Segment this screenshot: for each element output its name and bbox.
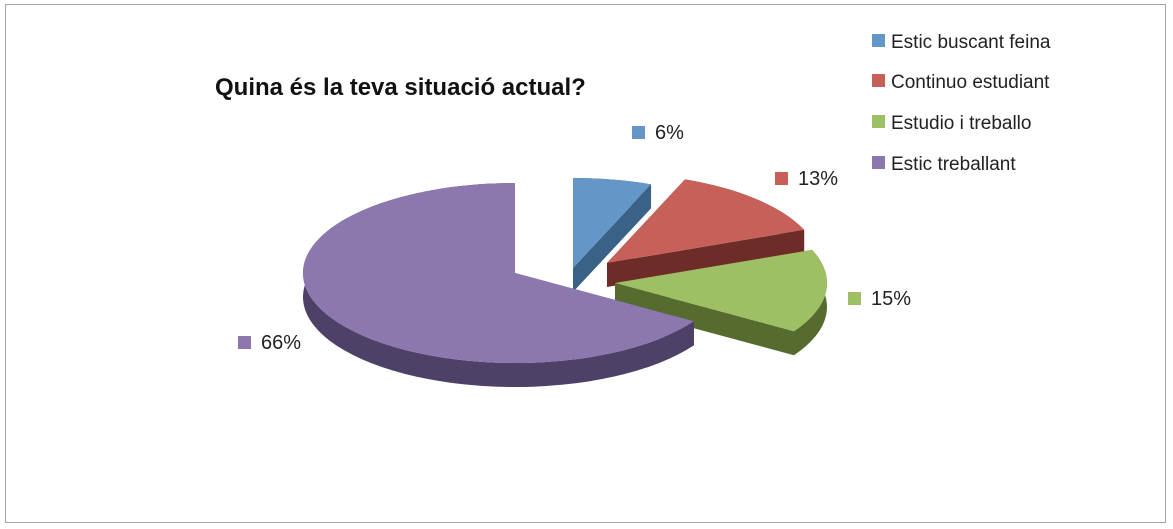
pie-tops: [303, 178, 828, 363]
legend-swatch-estic-buscant-feina: [872, 34, 885, 47]
data-label-estic-buscant-feina: 6%: [655, 122, 684, 144]
slice-wall-continuo-estudiant-1: [607, 229, 805, 287]
legend-swatch-estic-treballant: [872, 156, 885, 169]
slice-estudio-i-treballo: [615, 249, 828, 332]
data-label-marker-estic-treballant: [238, 336, 251, 349]
legend-label-continuo-estudiant: Continuo estudiant: [891, 72, 1050, 93]
legend-label-estic-treballant: Estic treballant: [891, 154, 1016, 175]
legend-swatch-estudio-i-treballo: [872, 115, 885, 128]
data-label-continuo-estudiant: 13%: [798, 168, 838, 190]
legend-label-estudio-i-treballo: Estudio i treballo: [891, 113, 1031, 134]
slice-estic-treballant: [303, 183, 694, 363]
data-label-estic-treballant: 66%: [261, 332, 301, 354]
slice-wall-estudio-i-treballo-1: [615, 283, 794, 356]
slice-continuo-estudiant: [607, 179, 805, 263]
data-label-marker-estic-buscant-feina: [632, 126, 645, 139]
legend-label-estic-buscant-feina: Estic buscant feina: [891, 32, 1051, 53]
chart-title: Quina és la teva situació actual?: [215, 74, 586, 101]
slice-estic-buscant-feina: [573, 178, 652, 268]
data-labels: 6% 13% 15% 66%: [238, 122, 911, 354]
data-label-estudio-i-treballo: 15%: [871, 288, 911, 310]
legend: Estic buscant feina Continuo estudiant Est…: [872, 32, 1051, 175]
legend-swatch-continuo-estudiant: [872, 74, 885, 87]
data-label-marker-estudio-i-treballo: [848, 292, 861, 305]
data-label-marker-continuo-estudiant: [775, 172, 788, 185]
slice-wall-estic-buscant-feina-1: [573, 184, 652, 292]
